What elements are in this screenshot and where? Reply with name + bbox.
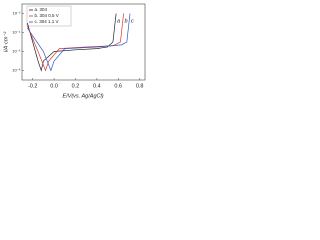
curve xyxy=(27,13,131,72)
curve xyxy=(27,13,117,72)
legend-label: a. 304 xyxy=(35,7,48,12)
x-tick-label: 0.6 xyxy=(114,83,122,89)
x-tick-label: 0.2 xyxy=(72,83,80,89)
legend-label: b. 304 0.5 V xyxy=(35,13,59,18)
y-axis-label: i/A·cm⁻² xyxy=(3,32,9,52)
x-tick-label: -0.2 xyxy=(28,83,37,89)
curve-label: a xyxy=(117,18,120,24)
curve-label: b xyxy=(125,18,128,24)
x-tick-label: 0.8 xyxy=(136,83,144,89)
plot-frame xyxy=(21,3,146,81)
curve xyxy=(27,13,124,72)
y-tick-label: 10⁻⁸ xyxy=(12,68,21,73)
curve-label: c xyxy=(131,18,134,24)
legend-label: c. 304 1.1 V xyxy=(35,19,59,24)
x-tick-label: 0.4 xyxy=(93,83,101,89)
y-tick-label: 10⁻⁴ xyxy=(12,30,21,35)
legend-box xyxy=(26,5,72,27)
x-tick-label: 0.0 xyxy=(50,83,58,89)
x-axis-label: E/V(vs. Ag/AgCl) xyxy=(62,93,103,99)
y-tick-label: 10⁻² xyxy=(13,11,22,16)
y-tick-label: 10⁻⁶ xyxy=(12,49,21,54)
chart: E/V(vs. Ag/AgCl) i/A·cm⁻² -0.2 0.0 0.2 0.4 0… xyxy=(3,3,146,99)
